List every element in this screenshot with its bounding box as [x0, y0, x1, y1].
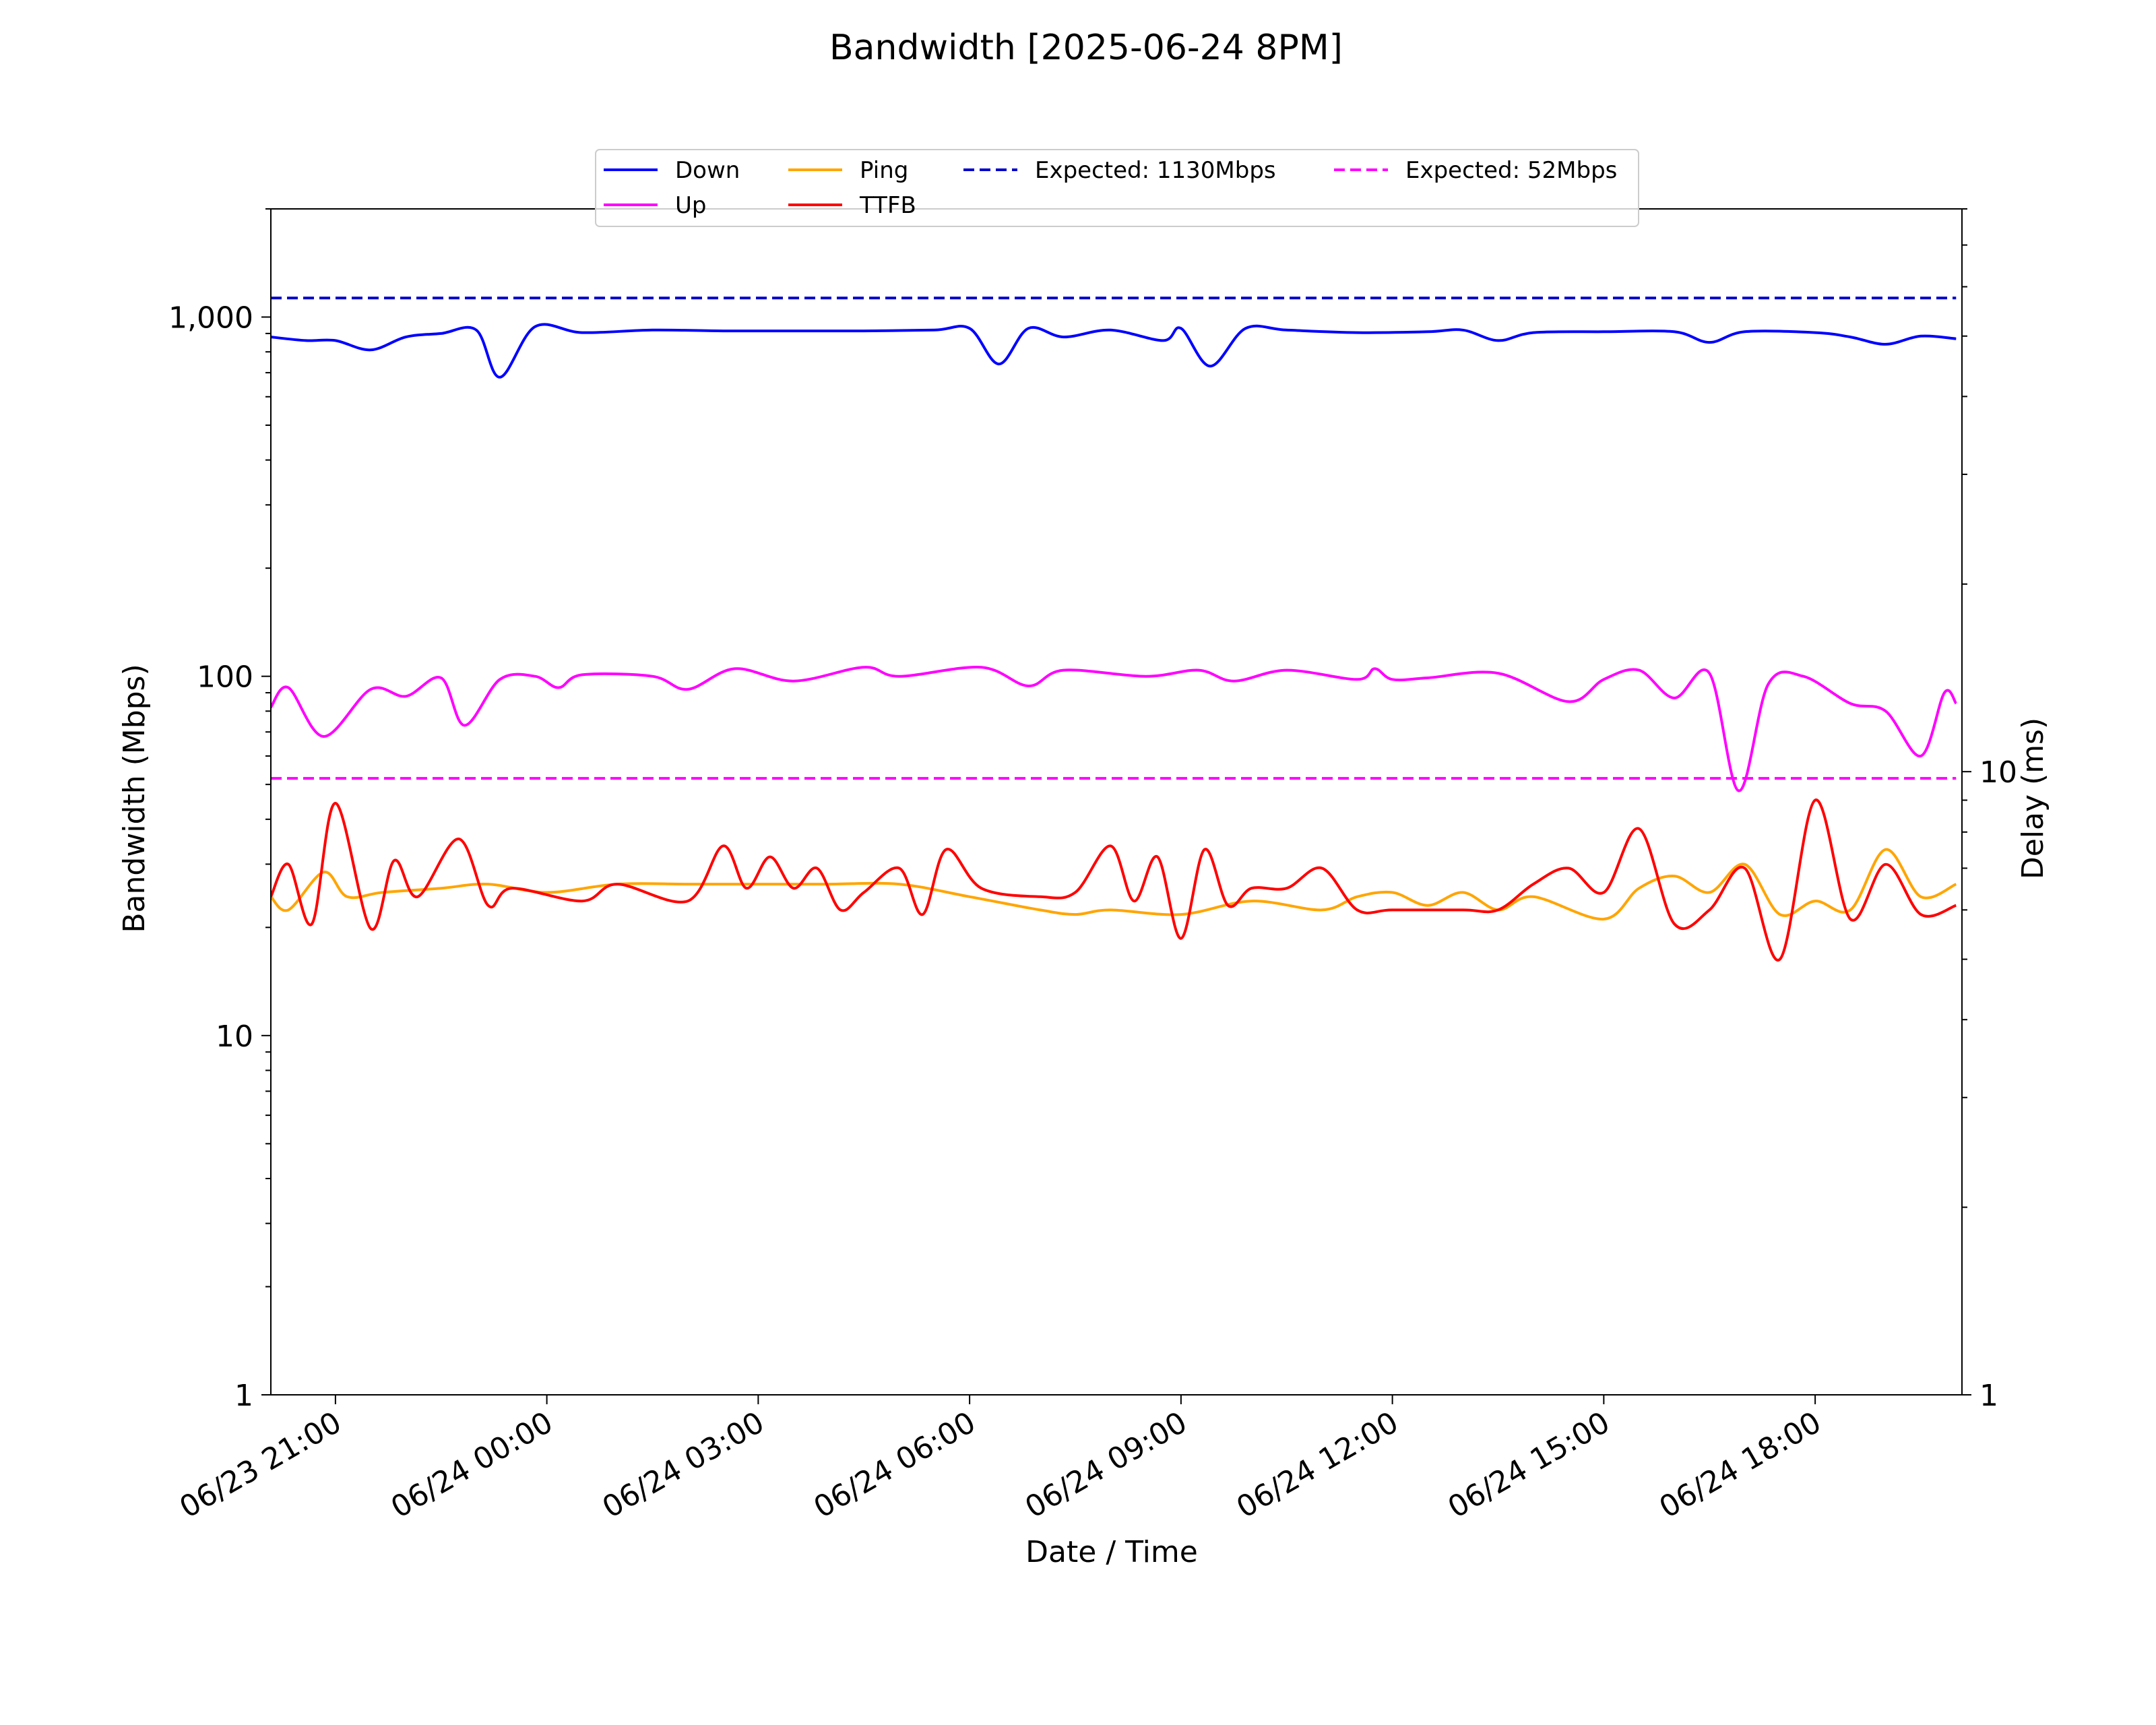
legend-entry: Ping	[860, 157, 908, 184]
legend-box	[595, 149, 1639, 227]
y2-tick-label: 1	[1979, 1379, 1998, 1413]
y2-axis-label: Delay (ms)	[2016, 718, 2050, 879]
y2-tick-label: 10	[1979, 755, 2017, 790]
y-tick-label: 1,000	[168, 301, 253, 335]
legend-entry: Up	[675, 192, 706, 219]
y-tick-label: 10	[216, 1020, 253, 1054]
legend-entry: Expected: 1130Mbps	[1035, 157, 1276, 184]
series-line-up	[271, 665, 1957, 792]
series-line-ttfb	[271, 798, 1957, 962]
series-line-down	[271, 323, 1957, 379]
series-line-ping	[271, 848, 1957, 921]
y-tick-label: 1	[234, 1379, 253, 1413]
chart-title: Bandwidth [2025-06-24 8PM]	[829, 28, 1343, 68]
x-axis-label: Date / Time	[1025, 1535, 1198, 1569]
legend-entry: Down	[675, 157, 740, 184]
legend: Down Up Ping TTFB Expected: 1130Mbps Expected…	[595, 149, 1639, 227]
y-axis-label: Bandwidth (Mbps)	[117, 664, 152, 933]
legend-entry: Expected: 52Mbps	[1405, 157, 1617, 184]
y-tick-label: 100	[197, 660, 253, 695]
series-layer	[271, 296, 1957, 962]
legend-entry: TTFB	[859, 192, 916, 219]
